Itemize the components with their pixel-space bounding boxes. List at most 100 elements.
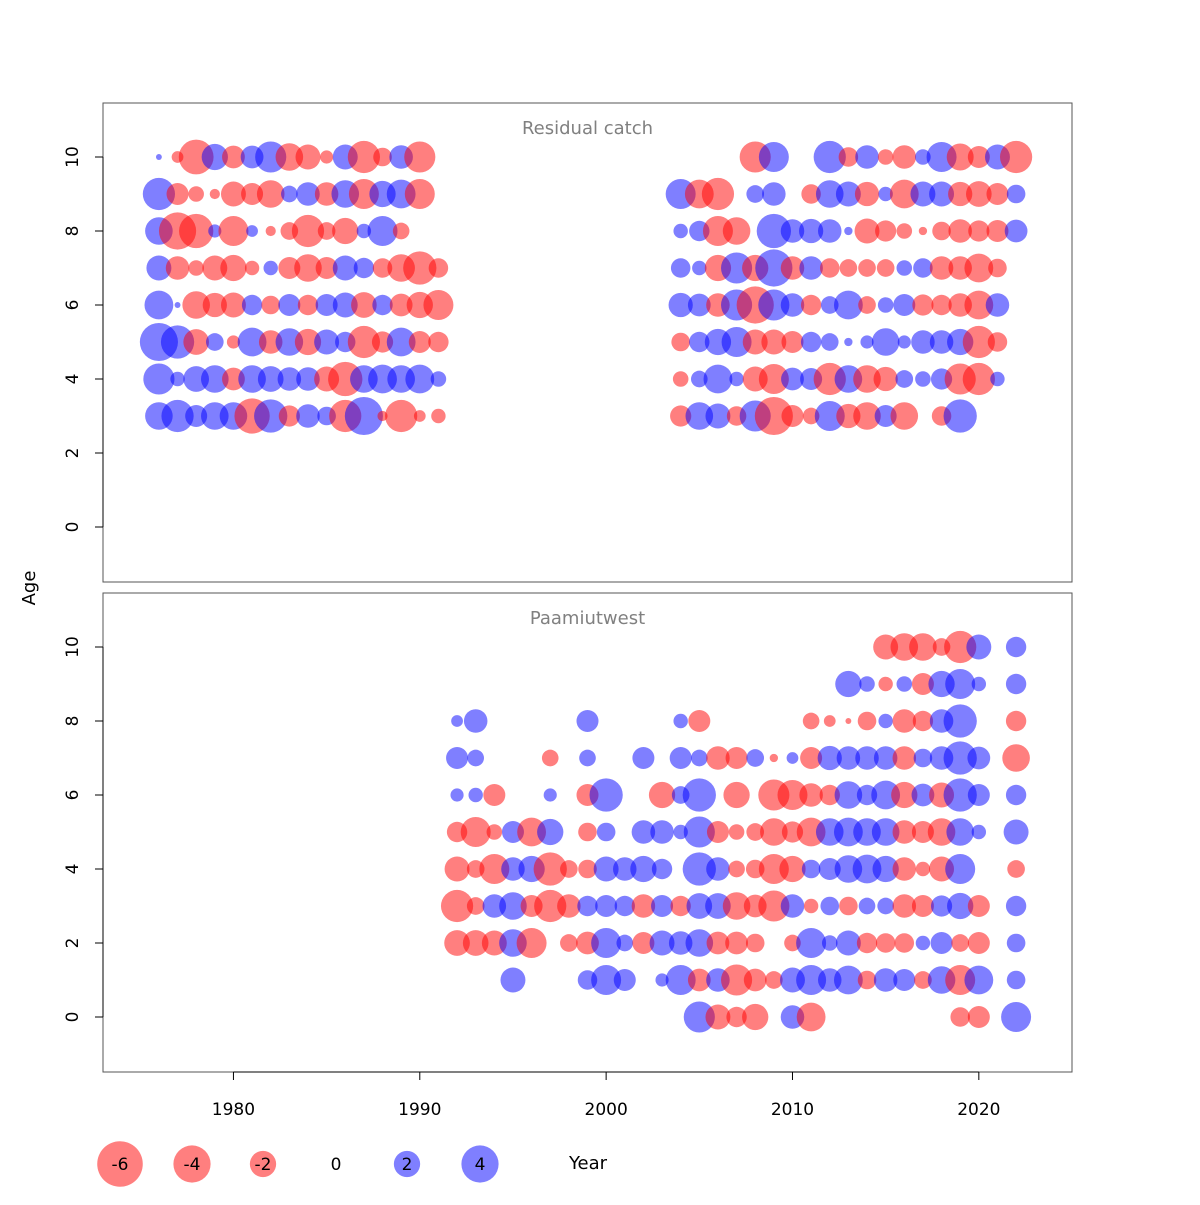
data-point (444, 930, 470, 956)
data-point (985, 293, 1010, 317)
data-point (948, 219, 972, 243)
x-tick-label: 2010 (771, 1100, 814, 1120)
data-point (819, 784, 840, 806)
data-point (385, 399, 418, 433)
data-point (765, 971, 783, 989)
data-point (835, 181, 861, 207)
data-point (929, 181, 955, 207)
data-point (165, 256, 190, 280)
data-point (820, 333, 839, 351)
data-point (560, 860, 578, 878)
data-point (257, 366, 284, 392)
x-tick-label: 1990 (398, 1100, 441, 1120)
data-point (170, 371, 185, 387)
data-point (706, 857, 730, 881)
data-point (482, 894, 507, 918)
data-point (874, 404, 897, 428)
data-point (962, 325, 995, 359)
data-point (910, 181, 936, 207)
data-point (348, 179, 379, 209)
data-point (241, 294, 263, 316)
data-point (780, 219, 805, 243)
data-point (178, 139, 214, 175)
data-point (896, 676, 913, 692)
legend-label: -2 (255, 1155, 272, 1175)
data-point (256, 180, 285, 208)
data-point (703, 364, 733, 394)
data-point (838, 147, 859, 167)
data-point (683, 1001, 715, 1033)
data-point (1002, 744, 1030, 772)
data-point (1005, 636, 1027, 658)
data-point (834, 781, 863, 809)
data-point (516, 928, 547, 958)
data-point (746, 185, 765, 203)
data-point (296, 404, 320, 428)
data-point (673, 223, 688, 239)
data-point (918, 226, 928, 236)
data-point (404, 141, 436, 173)
x-tick-label: 2000 (585, 1100, 628, 1120)
data-point (817, 219, 842, 243)
data-point (705, 403, 731, 429)
data-point (780, 894, 805, 918)
data-point (911, 820, 934, 844)
data-point (295, 144, 321, 170)
data-point (347, 140, 380, 174)
data-point (860, 335, 874, 349)
data-point (945, 854, 976, 884)
data-point (758, 854, 789, 884)
data-point (762, 182, 786, 206)
data-point (967, 145, 990, 169)
data-point (174, 302, 181, 308)
x-tick-label: 1980 (212, 1100, 255, 1120)
y-tick-label: 10 (63, 636, 83, 658)
data-point (761, 329, 787, 355)
data-point (967, 1005, 990, 1029)
data-point (596, 822, 616, 842)
data-point (668, 292, 693, 318)
data-point (1006, 933, 1026, 953)
data-point (188, 260, 204, 276)
data-point (799, 256, 823, 280)
data-point (687, 293, 711, 317)
data-point (651, 894, 674, 918)
data-point (818, 857, 841, 881)
data-point (294, 254, 322, 282)
data-point (814, 401, 845, 431)
data-point (856, 784, 878, 806)
data-point (405, 364, 435, 394)
data-point (537, 818, 564, 846)
data-point (440, 889, 474, 923)
data-point (182, 291, 210, 319)
data-point (557, 894, 581, 918)
data-point (873, 634, 899, 660)
data-point (466, 897, 485, 915)
data-point (261, 295, 281, 315)
data-point (915, 371, 931, 387)
data-point (878, 713, 893, 729)
data-point (650, 820, 674, 844)
data-point (858, 259, 876, 277)
data-point (687, 968, 711, 992)
data-point (756, 213, 791, 249)
legend-label: 0 (331, 1155, 342, 1175)
data-point (944, 630, 977, 664)
data-point (144, 290, 174, 320)
data-point (450, 788, 464, 802)
data-point (614, 895, 635, 917)
data-point (836, 403, 861, 429)
data-point (873, 366, 898, 392)
data-point (721, 252, 753, 284)
data-point (670, 405, 692, 427)
data-point (706, 746, 730, 770)
data-point (784, 934, 801, 952)
data-point (155, 154, 162, 160)
data-point (467, 749, 485, 767)
data-point (444, 856, 470, 882)
data-point (912, 710, 934, 732)
data-point (914, 971, 932, 989)
data-point (392, 222, 410, 240)
data-point (648, 781, 676, 809)
